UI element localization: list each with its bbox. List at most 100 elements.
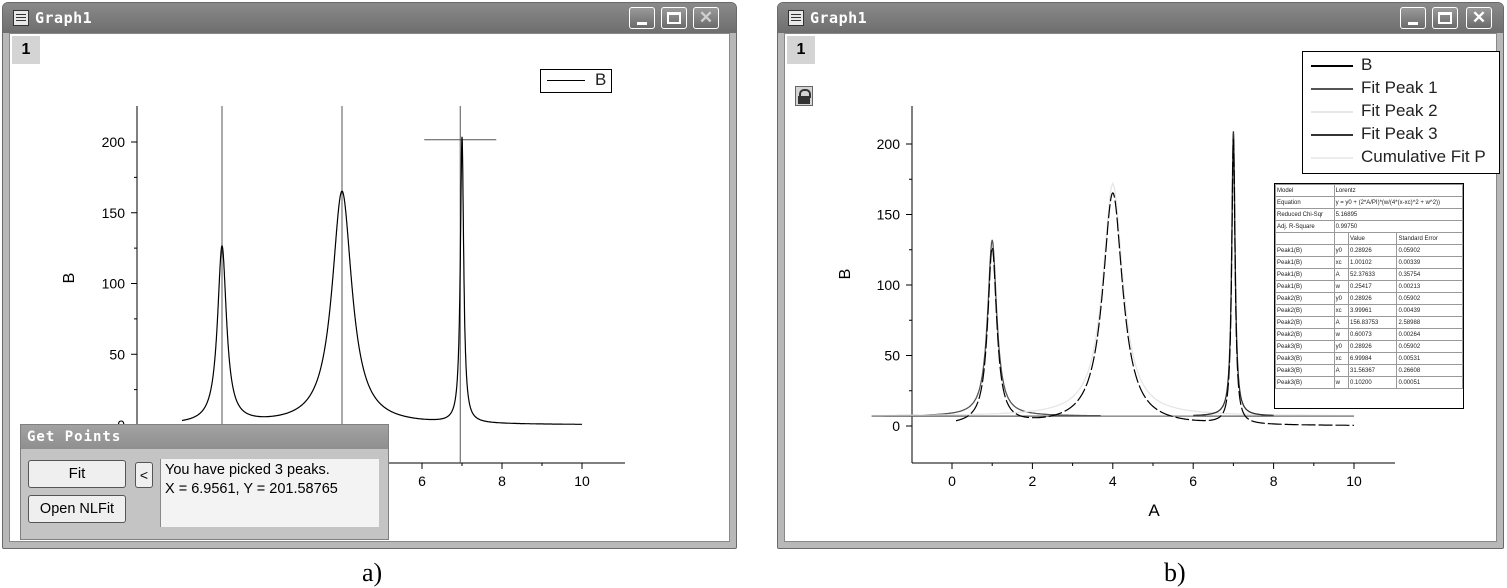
y-tick-label: 50 xyxy=(109,346,125,362)
legend-swatch xyxy=(1311,111,1353,113)
y-tick-label: 150 xyxy=(877,207,901,223)
results-cell: xc xyxy=(1333,256,1349,269)
legend-label: B xyxy=(1361,55,1373,74)
window-titlebar[interactable]: Graph1 ✕ xyxy=(3,3,736,33)
results-row: Adj. R-Square 0.99750 xyxy=(1275,220,1463,233)
results-cell: Peak3(B) xyxy=(1275,340,1335,353)
x-tick-label: 8 xyxy=(498,473,506,489)
legend[interactable]: B xyxy=(540,69,612,93)
results-row: Peak2(B) y0 0.28926 0.05902 xyxy=(1275,292,1463,305)
maximize-button[interactable] xyxy=(661,7,687,29)
results-cell: Peak3(B) xyxy=(1275,352,1335,365)
window-title: Graph1 xyxy=(810,9,868,27)
legend-swatch xyxy=(1311,65,1353,67)
results-row: Peak3(B) y0 0.28926 0.05902 xyxy=(1275,340,1463,353)
results-cell: 0.26608 xyxy=(1396,364,1463,377)
x-tick-label: 0 xyxy=(948,473,956,489)
results-cell: 1.00102 xyxy=(1347,256,1398,269)
minimize-button[interactable] xyxy=(1400,7,1426,29)
series-b-line xyxy=(956,138,1354,426)
results-row: Peak1(B) y0 0.28926 0.05902 xyxy=(1275,244,1463,257)
results-cell: Peak2(B) xyxy=(1275,292,1335,305)
results-row: Model Lorentz xyxy=(1275,184,1463,197)
x-tick-label: 2 xyxy=(1029,473,1037,489)
results-row: Peak3(B) w 0.10200 0.00051 xyxy=(1275,376,1463,389)
results-cell: 0.10200 xyxy=(1347,376,1398,389)
results-cell: 0.00439 xyxy=(1396,304,1463,317)
y-tick-label: 0 xyxy=(892,418,900,434)
results-cell: 0.00051 xyxy=(1396,376,1463,389)
results-row: Equation y = y0 + (2*A/PI)*(w/(4*(x-xc)^2… xyxy=(1275,196,1463,209)
y-axis-label: B xyxy=(61,273,78,284)
results-row: Value Standard Error xyxy=(1275,232,1463,245)
results-cell: Peak1(B) xyxy=(1275,280,1335,293)
results-cell: xc xyxy=(1333,304,1349,317)
chart-b: 0 50 100 150 200 0 2 4 6 8 10 A B xyxy=(837,106,1395,520)
y-tick-label: 100 xyxy=(102,276,126,292)
get-points-title[interactable]: Get Points xyxy=(21,425,388,449)
y-tick-label: 200 xyxy=(102,134,126,150)
x-axis-label: A xyxy=(1148,501,1160,520)
results-cell: 31.56367 xyxy=(1347,364,1398,377)
x-tick-label: 10 xyxy=(1346,473,1362,489)
minimize-button[interactable] xyxy=(629,7,655,29)
legend-swatch xyxy=(547,80,585,81)
y-tick-label: 100 xyxy=(877,277,901,293)
maximize-icon xyxy=(1438,12,1452,24)
maximize-icon xyxy=(667,12,681,24)
status-message: You have picked 3 peaks. X = 6.9561, Y =… xyxy=(160,459,379,527)
results-cell: Peak2(B) xyxy=(1275,304,1335,317)
results-cell: 0.28926 xyxy=(1347,292,1398,305)
results-cell: 0.00213 xyxy=(1396,280,1463,293)
collapse-button[interactable]: < xyxy=(135,462,153,488)
results-cell: Lorentz xyxy=(1333,184,1463,197)
x-tick-label: 4 xyxy=(1109,473,1117,489)
window-titlebar[interactable]: Graph1 ✕ xyxy=(778,3,1503,33)
results-cell: 0.00264 xyxy=(1396,328,1463,341)
close-button[interactable]: ✕ xyxy=(693,7,719,29)
chart-b-axes: 0 50 100 150 200 0 2 4 6 8 10 A B xyxy=(837,106,1395,520)
results-cell: Equation xyxy=(1275,196,1335,209)
legend-swatch xyxy=(1311,88,1353,90)
legend-swatch xyxy=(1311,157,1353,159)
open-nlfit-button[interactable]: Open NLFit xyxy=(28,495,126,523)
layer-indicator[interactable]: 1 xyxy=(787,36,815,64)
results-row: Reduced Chi-Sqr 5.16895 xyxy=(1275,208,1463,221)
y-tick-label: 200 xyxy=(877,136,901,152)
legend-b[interactable]: B Fit Peak 1 Fit Peak 2 Fit Peak 3 Cumul… xyxy=(1302,51,1500,174)
y-tick-label: 150 xyxy=(102,205,126,221)
results-cell: 0.00531 xyxy=(1396,352,1463,365)
results-cell: y0 xyxy=(1333,244,1349,257)
legend-label: Fit Peak 2 xyxy=(1361,101,1438,120)
results-cell: 0.00339 xyxy=(1396,256,1463,269)
fit-peak-3-line xyxy=(1193,131,1274,417)
maximize-button[interactable] xyxy=(1432,7,1458,29)
get-points-dialog: Get Points Fit < Open NLFit You have pic… xyxy=(20,424,389,540)
close-button[interactable]: ✕ xyxy=(1466,7,1492,29)
legend-label: Cumulative Fit P xyxy=(1361,147,1486,166)
lock-icon[interactable] xyxy=(795,86,813,106)
x-tick-label: 10 xyxy=(574,473,590,489)
layer-indicator[interactable]: 1 xyxy=(12,36,40,64)
results-cell: xc xyxy=(1333,352,1349,365)
minimize-icon xyxy=(1408,22,1418,25)
fit-results-table[interactable]: Model Lorentz Equation y = y0 + (2*A/PI)*(w… xyxy=(1274,183,1464,409)
results-row: Peak2(B) xc 3.99961 0.00439 xyxy=(1275,304,1463,317)
results-cell: 52.37633 xyxy=(1347,268,1398,281)
results-cell: Peak1(B) xyxy=(1275,268,1335,281)
minimize-icon xyxy=(637,22,647,25)
legend-label: Fit Peak 3 xyxy=(1361,124,1438,143)
results-cell: 0.05902 xyxy=(1396,292,1463,305)
x-tick-label: 8 xyxy=(1270,473,1278,489)
results-cell: y = y0 + (2*A/PI)*(w/(4*(x-xc)^2 + w^2)) xyxy=(1333,196,1463,209)
results-cell: Model xyxy=(1275,184,1335,197)
results-cell: w xyxy=(1333,280,1349,293)
results-cell: y0 xyxy=(1333,292,1349,305)
results-cell: w xyxy=(1333,328,1349,341)
fit-button[interactable]: Fit xyxy=(28,460,126,488)
graph-window-icon xyxy=(788,10,804,26)
y-axis-label: B xyxy=(837,269,854,280)
chart-b-fit-peaks xyxy=(871,131,1354,417)
caption-b: b) xyxy=(1164,558,1186,587)
results-row: Peak2(B) w 0.60073 0.00264 xyxy=(1275,328,1463,341)
